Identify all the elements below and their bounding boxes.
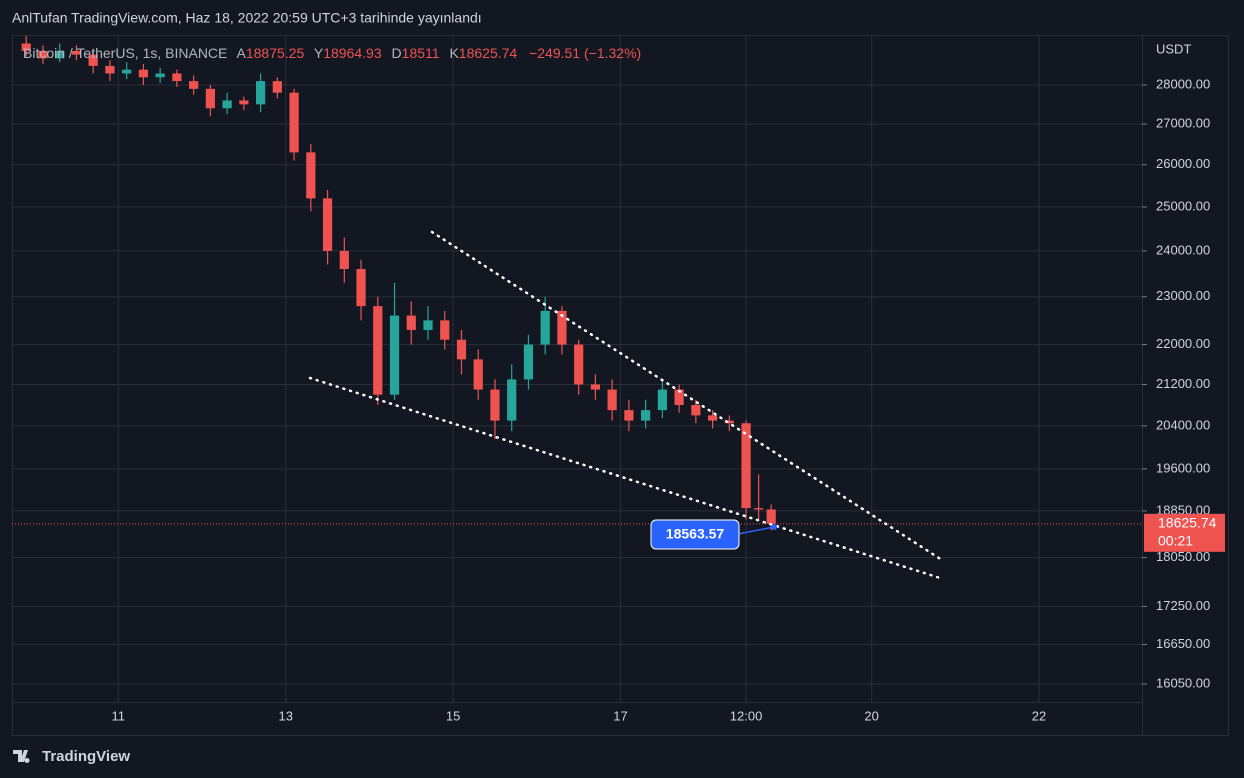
close-value: 18625.74 [459, 45, 518, 61]
x-tick-label: 17 [613, 708, 627, 723]
y-tick-label: 18850.00 [1156, 502, 1210, 517]
countdown: 00:21 [1158, 533, 1193, 549]
y-tick-label: 24000.00 [1156, 242, 1210, 257]
candle-body [88, 54, 98, 66]
logo: TradingView [13, 748, 130, 765]
candle-body [724, 420, 734, 424]
candle-body [239, 100, 249, 105]
candle-body [754, 508, 764, 510]
x-tick-label: 12:00 [730, 708, 763, 723]
high-value: 18964.93 [323, 45, 382, 61]
y-axis-label: USDT [1156, 41, 1191, 56]
y-tick-label: 25000.00 [1156, 198, 1210, 213]
candle-body [272, 81, 282, 93]
annotation-box [650, 519, 740, 550]
candle-body [741, 423, 751, 509]
header: AnlTufan TradingView.com, Haz 18, 2022 2… [12, 10, 482, 26]
candle-body [607, 389, 617, 411]
candle-body [574, 344, 584, 385]
candle-body [71, 50, 82, 55]
candle-body [339, 250, 349, 269]
annotation-label: 18563.57 [666, 526, 725, 542]
candle-body [21, 43, 31, 51]
candle-body [122, 69, 132, 74]
candle-body [590, 384, 601, 390]
candle-body [691, 404, 701, 416]
y-tick-label: 28000.00 [1156, 76, 1210, 91]
candle-body [473, 359, 483, 390]
annotation-anchor [771, 524, 777, 530]
candle-body [38, 50, 48, 59]
candle-body [523, 344, 534, 380]
candle-body [322, 198, 333, 251]
candle-body [406, 315, 416, 330]
candle-body [624, 410, 634, 421]
y-tick-label: 26000.00 [1156, 156, 1210, 171]
candle-body [222, 100, 232, 109]
candle-body [373, 306, 383, 395]
candle-body [356, 268, 366, 307]
candle-body [456, 339, 467, 360]
candle-body [674, 389, 684, 405]
candle-body [172, 73, 182, 82]
trendline-lower [308, 376, 942, 580]
candle-body [189, 81, 199, 89]
legend: Bitcoin / TetherUS, 1s, BINANCE A18875.2… [23, 45, 641, 61]
open-prefix: A [237, 45, 247, 61]
candle-body [105, 65, 115, 74]
x-tick-label: 11 [112, 708, 126, 723]
y-tick-label: 16050.00 [1156, 675, 1210, 690]
y-tick-label: 16650.00 [1156, 636, 1210, 651]
open-value: 18875.25 [246, 45, 305, 61]
low-prefix: D [392, 45, 402, 61]
candles [21, 36, 776, 531]
candle-body [55, 50, 65, 59]
footer: TradingView [42, 748, 130, 765]
candle-body [389, 315, 400, 395]
y-tick-label: 23000.00 [1156, 288, 1210, 303]
close-prefix: K [449, 45, 459, 61]
y-tick-label: 19600.00 [1156, 460, 1210, 475]
candle-body [641, 410, 651, 421]
x-tick-label: 22 [1032, 708, 1046, 723]
candle-body [766, 509, 776, 524]
trendline-upper [430, 230, 944, 562]
candle-body [423, 320, 433, 330]
annotation-pointer [737, 526, 775, 535]
x-tick-label: 15 [446, 708, 460, 723]
candle-body [507, 379, 517, 421]
x-tick-label: 13 [278, 708, 292, 723]
candle-body [540, 310, 550, 345]
symbol: Bitcoin / TetherUS, 1s, BINANCE [23, 45, 227, 61]
y-tick-label: 22000.00 [1156, 336, 1210, 351]
candle-body [155, 73, 165, 78]
x-tick-label: 20 [864, 708, 878, 723]
low-value: 18511 [402, 45, 440, 61]
y-tick-label: 20400.00 [1156, 417, 1210, 432]
candle-body [490, 389, 500, 421]
y-tick-label: 27000.00 [1156, 116, 1210, 131]
candle-body [205, 88, 215, 109]
candle-body [440, 320, 450, 340]
high-prefix: Y [314, 45, 324, 61]
candle-body [557, 310, 567, 345]
change: −249.51 (−1.32%) [529, 45, 641, 61]
candle-body [289, 92, 299, 153]
candle-body [657, 389, 667, 411]
candle-body [306, 152, 316, 199]
candle-body [707, 415, 718, 421]
y-tick-label: 21200.00 [1156, 376, 1210, 391]
logo-icon [13, 750, 30, 763]
y-tick-label: 17250.00 [1156, 598, 1210, 613]
candle-body [138, 69, 149, 78]
last-price-box [1144, 513, 1225, 552]
last-price-label: 18625.74 [1158, 515, 1217, 531]
candle-body [255, 81, 266, 105]
y-tick-label: 18050.00 [1156, 549, 1210, 564]
